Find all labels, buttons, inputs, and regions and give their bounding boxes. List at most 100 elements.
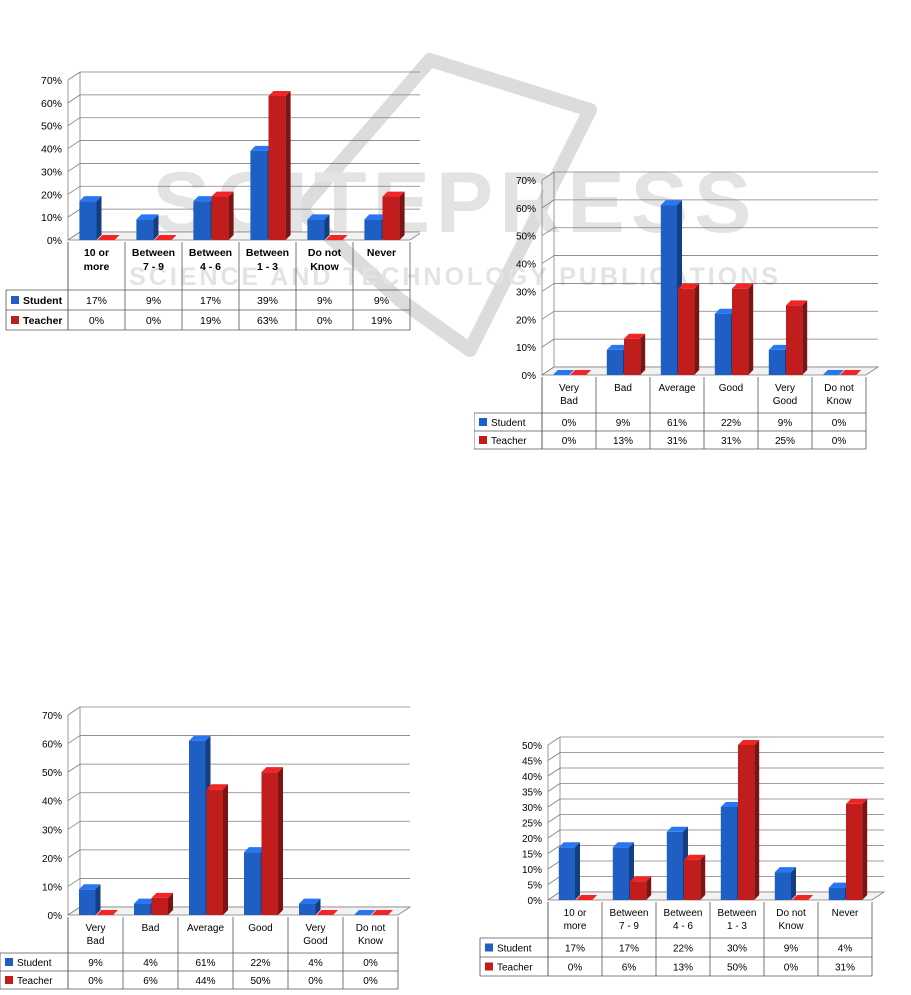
bar-top-face	[79, 196, 102, 202]
bar-front-face	[382, 196, 400, 240]
bar-side-face	[640, 333, 646, 375]
category-label: Average	[187, 923, 225, 934]
category-label: Between 1 - 3	[246, 247, 289, 273]
data-label: 63%	[257, 315, 278, 327]
bar-side-face	[168, 892, 173, 915]
bar-top-face	[189, 735, 211, 741]
bar-top-face	[738, 740, 760, 745]
bar-top-face	[660, 200, 682, 206]
student-bar	[774, 867, 796, 900]
category-label: Between 7 - 9	[132, 247, 175, 273]
data-label: 25%	[775, 436, 795, 447]
teacher-bar	[630, 876, 652, 900]
bar-front-face	[732, 288, 749, 375]
category-label: Very Bad	[85, 923, 105, 947]
gridline-diagonal	[67, 820, 81, 830]
y-tick-label: 25%	[522, 819, 542, 830]
bar-top-face	[151, 892, 173, 898]
y-tick-label: 70%	[41, 75, 62, 87]
teacher-legend-key	[479, 436, 487, 444]
data-table: 10 or more Between 7 - 9 Between 4 - 6 Between…	[479, 902, 873, 977]
bar-top-face	[840, 370, 862, 375]
gridline-diagonal	[541, 338, 555, 348]
teacher-bar	[382, 191, 405, 240]
teacher-bar	[261, 767, 283, 915]
bar-top-face	[684, 854, 706, 860]
data-label: 9%	[374, 295, 389, 307]
data-table: 10 or more Between 7 - 9 Between 4 - 6 Between…	[5, 242, 411, 331]
y-tick-label: 40%	[516, 260, 536, 271]
bar-top-face	[558, 842, 580, 848]
bar-front-face	[193, 201, 211, 240]
y-tick-label: 50%	[516, 232, 536, 243]
bar-top-face	[364, 214, 387, 220]
teacher-legend-label: Teacher	[497, 963, 533, 974]
bar-top-face	[79, 884, 101, 890]
gridline-diagonal	[547, 876, 561, 885]
student-legend-key	[11, 296, 19, 304]
bar-front-face	[250, 150, 268, 240]
y-tick-label: 45%	[522, 757, 542, 768]
y-tick-label: 20%	[41, 189, 62, 201]
data-label: 17%	[565, 944, 585, 955]
y-tick-label: 40%	[522, 772, 542, 783]
bar-front-face	[189, 740, 206, 915]
gridline-diagonal	[547, 798, 561, 808]
category-label: Very Good	[773, 383, 797, 407]
bar-top-face	[624, 333, 646, 339]
bar-top-face	[206, 784, 228, 790]
data-label: 22%	[673, 944, 693, 955]
bar-top-face	[774, 867, 796, 873]
bar-front-face	[134, 903, 151, 915]
bar-top-face	[154, 235, 177, 240]
gridline-diagonal	[67, 763, 81, 773]
teacher-bar	[316, 910, 338, 915]
bar-top-face	[666, 826, 688, 832]
teacher-legend-key	[485, 962, 493, 971]
category-label: Between 7 - 9	[610, 908, 649, 932]
bar-top-face	[134, 898, 156, 904]
bar-front-face	[720, 807, 737, 900]
bar-front-face	[846, 803, 863, 900]
bar-front-face	[786, 305, 803, 375]
data-label: 0%	[562, 436, 577, 447]
bar-top-face	[193, 196, 216, 202]
gridline-diagonal	[547, 829, 561, 839]
y-tick-label: 10%	[41, 212, 62, 224]
gridline-diagonal	[67, 706, 81, 716]
y-tick-label: 0%	[47, 235, 62, 247]
student-bar	[612, 842, 634, 900]
gridline-diagonal	[67, 117, 81, 127]
bar-top-face	[720, 802, 742, 807]
student-bar	[822, 370, 844, 375]
category-label: Do not Know	[356, 923, 386, 947]
gridline-diagonal	[67, 878, 81, 887]
data-label: 0%	[562, 418, 577, 429]
teacher-bar	[154, 235, 177, 240]
student-legend-key	[485, 943, 493, 952]
bar-side-face	[694, 283, 700, 375]
y-tick-label: 20%	[516, 315, 536, 326]
bar-front-face	[612, 847, 629, 900]
data-label: 9%	[146, 295, 161, 307]
bar-top-face	[846, 798, 868, 804]
bar-front-face	[307, 219, 325, 240]
data-label: 6%	[622, 963, 637, 974]
bar-top-face	[354, 910, 376, 915]
category-label: 10 or more	[84, 247, 110, 273]
y-tick-label: 70%	[42, 711, 62, 722]
teacher-bar	[576, 895, 598, 900]
bar-side-face	[153, 214, 159, 240]
category-label: Bad	[614, 383, 632, 394]
bar-side-face	[324, 214, 330, 240]
y-tick-label: 60%	[42, 740, 62, 751]
gridline-diagonal	[541, 227, 555, 237]
y-tick-label: 10%	[42, 882, 62, 893]
bar-side-face	[575, 842, 580, 900]
student-bar	[136, 214, 159, 240]
bar-front-face	[666, 831, 683, 900]
data-label: 61%	[667, 418, 687, 429]
bar-top-face	[97, 235, 120, 240]
data-label: 31%	[721, 436, 741, 447]
teacher-legend-key	[11, 316, 19, 324]
